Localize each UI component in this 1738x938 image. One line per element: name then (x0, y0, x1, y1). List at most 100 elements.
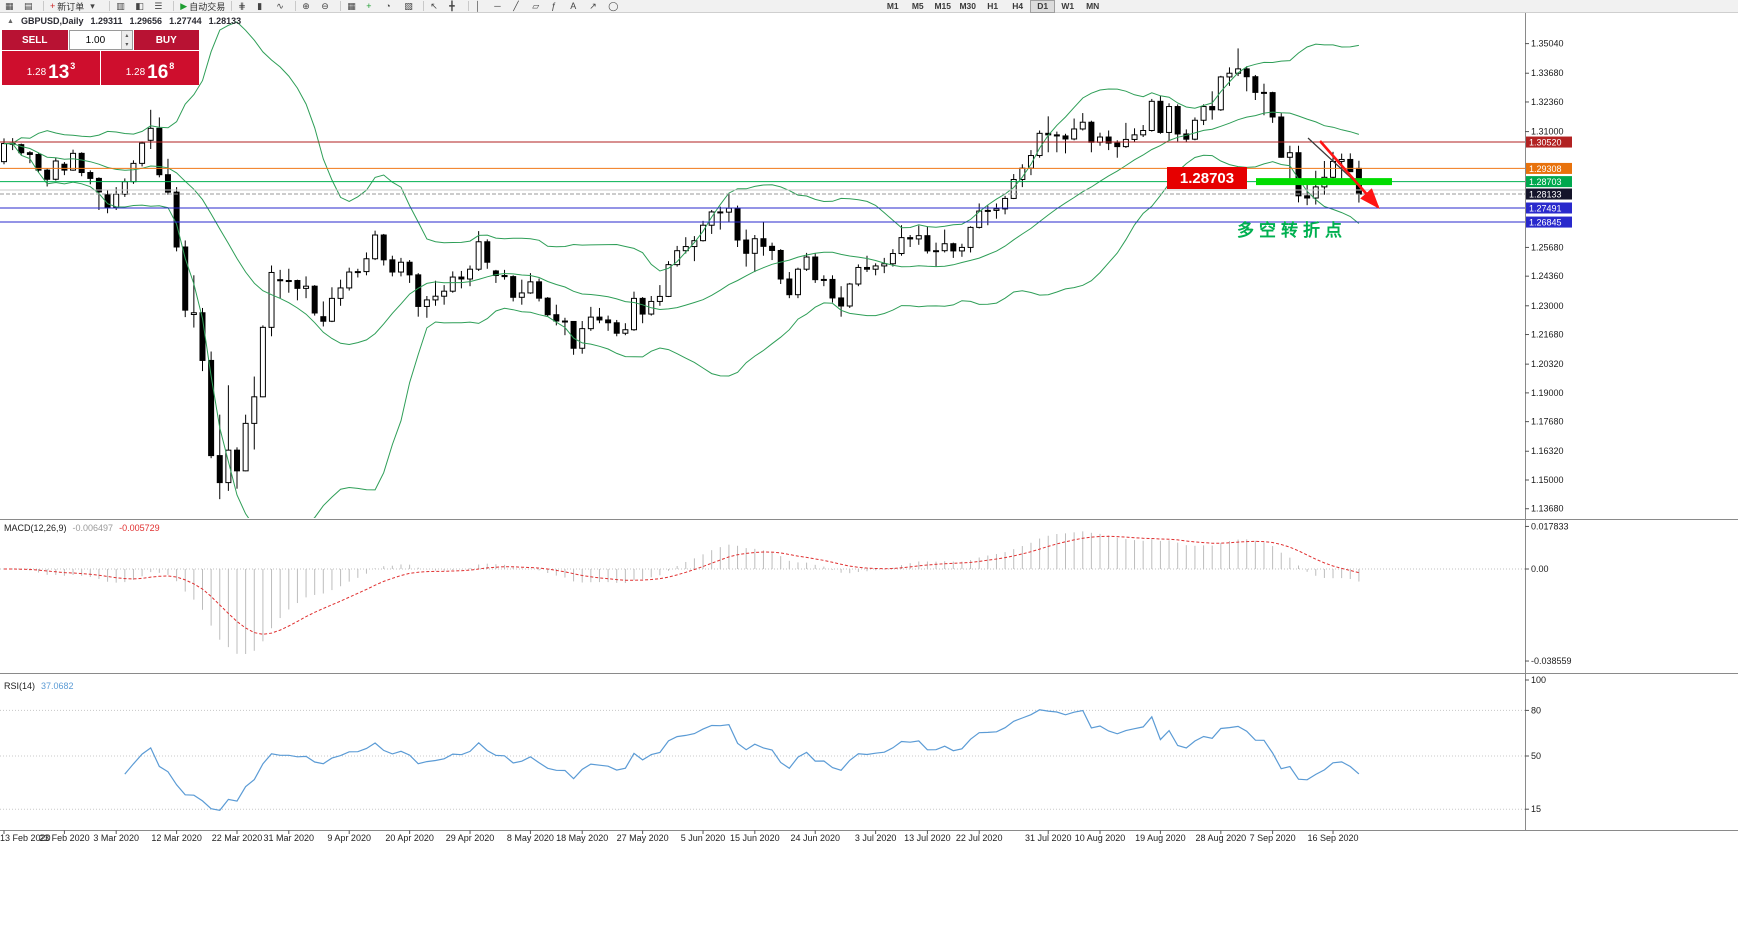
sell-tab-button[interactable]: SELL (2, 30, 68, 50)
price-tag-box[interactable] (1167, 167, 1247, 189)
price-scale-flag-text: 1.28703 (1529, 177, 1562, 187)
bollinger-upper-line[interactable] (3, 21, 1359, 272)
indicators-button[interactable]: + (363, 0, 382, 13)
buy-price-button[interactable]: 1.28 16 8 (101, 51, 199, 85)
collapse-panel-icon[interactable]: ▲ (7, 17, 14, 25)
toolbar-separator (109, 1, 111, 11)
date-tick-label: 20 Apr 2020 (385, 833, 434, 843)
ohlc-close: 1.28133 (208, 16, 242, 26)
rsi-scale-label: 100 (1531, 675, 1546, 685)
support-zone-bar[interactable] (1256, 178, 1392, 186)
price-tick-label: 1.32360 (1531, 97, 1564, 107)
horizontal-line-button[interactable]: ─ (491, 0, 510, 13)
volume-input[interactable] (69, 31, 122, 49)
fibonacci-button[interactable]: ƒ (548, 0, 567, 13)
sell-price-button[interactable]: 1.28 13 3 (2, 51, 100, 85)
date-tick-label: 22 Jul 2020 (956, 833, 1003, 843)
volume-up-button[interactable]: ▴ (122, 31, 132, 40)
tile-windows-button[interactable]: ▦ (344, 0, 363, 13)
buy-tab-button[interactable]: BUY (133, 30, 199, 50)
date-tick-label: 8 May 2020 (507, 833, 554, 843)
timeframe-m1[interactable]: M1 (886, 1, 899, 11)
navigator-button[interactable]: ☰ (151, 0, 170, 13)
channel-icon: ▱ (532, 1, 540, 11)
crosshair-button[interactable]: ╋ (446, 0, 465, 13)
shapes-button[interactable]: ◯ (605, 0, 624, 13)
bollinger-middle-line[interactable] (3, 111, 1360, 346)
date-tick-label: 16 Sep 2020 (1307, 833, 1358, 843)
new-chart-button[interactable]: ▦ (2, 0, 21, 13)
price-tick-label: 1.21680 (1531, 330, 1564, 340)
rsi-line (124, 709, 1360, 811)
trendline-button[interactable]: ╱ (510, 0, 529, 13)
date-tick-label: 9 Apr 2020 (327, 833, 371, 843)
vertical-line-button[interactable]: │ (472, 0, 491, 13)
timeframe-d1[interactable]: D1 (1030, 0, 1056, 13)
date-tick-label: 22 Mar 2020 (212, 833, 263, 843)
bollinger-lower-line[interactable] (3, 143, 1360, 530)
line-chart-button[interactable]: ∿ (273, 0, 292, 13)
profiles-button[interactable]: ▤ (21, 0, 40, 13)
line-chart-icon: ∿ (276, 1, 284, 11)
volume-stepper[interactable]: ▴ ▾ (68, 30, 133, 50)
rsi-label: RSI(14) 37.0682 (4, 681, 74, 691)
vertical-line-icon: │ (475, 1, 481, 11)
date-tick-label: 3 Mar 2020 (93, 833, 139, 843)
new-order-caret-button[interactable]: ▾ (87, 0, 106, 13)
timeframe-mn[interactable]: MN (1086, 1, 1100, 11)
cursor-icon: ↖ (430, 1, 438, 11)
turning-point-note[interactable]: 多空转折点 (1237, 220, 1347, 240)
price-scale-flag (1526, 136, 1572, 148)
volume-down-button[interactable]: ▾ (122, 40, 132, 49)
date-tick-label: 13 Jul 2020 (904, 833, 951, 843)
autotrading-button[interactable]: ▶ 自动交易 (177, 0, 228, 13)
text-icon: A (570, 1, 577, 11)
date-tick-label: 27 May 2020 (617, 833, 669, 843)
timeframe-w1[interactable]: W1 (1061, 1, 1075, 11)
autotrading-button-label: 自动交易 (189, 1, 226, 12)
price-tick-label: 1.16320 (1531, 446, 1564, 456)
new-chart-icon: ▦ (5, 1, 14, 11)
toolbar-separator (173, 1, 175, 11)
timeframe-m5[interactable]: M5 (911, 1, 924, 11)
candlestick-icon: ▮ (257, 1, 263, 11)
zoom-in-icon: ⊕ (302, 1, 310, 11)
bar-chart-button[interactable]: ⋕ (235, 0, 254, 13)
tile-windows-icon: ▦ (347, 1, 356, 11)
sell-price-sup: 3 (70, 61, 76, 71)
trend-arrow[interactable] (1319, 140, 1380, 209)
date-tick-label: 19 Aug 2020 (1135, 833, 1186, 843)
templates-button[interactable]: ▧ (401, 0, 420, 13)
candlestick-button[interactable]: ▮ (254, 0, 273, 13)
shapes-icon: ◯ (608, 1, 619, 11)
price-tick-label: 1.19000 (1531, 388, 1564, 398)
periods-button[interactable]: ◔ (382, 0, 401, 13)
zoom-in-button[interactable]: ⊕ (299, 0, 318, 13)
buy-price-big: 16 (147, 62, 169, 83)
channel-button[interactable]: ▱ (529, 0, 548, 13)
date-tick-label: 13 Feb 2020 (0, 833, 51, 843)
price-scale-flag (1526, 216, 1572, 228)
data-window-button[interactable]: ◧ (132, 0, 151, 13)
date-tick-label: 12 Mar 2020 (151, 833, 202, 843)
new-order-button[interactable]: + 新订单 (47, 0, 87, 13)
market-watch-button[interactable]: ▥ (113, 0, 132, 13)
price-scale-flag-text: 1.28133 (1529, 190, 1562, 200)
timeframe-h1[interactable]: H1 (987, 1, 999, 11)
bar-chart-icon: ⋕ (238, 1, 246, 11)
market-watch-icon: ▥ (116, 1, 125, 11)
price-tick-label: 1.35040 (1531, 39, 1564, 49)
zoom-out-button[interactable]: ⊖ (318, 0, 337, 13)
toolbar-separator (231, 1, 233, 11)
timeframe-m15[interactable]: M15 (934, 1, 951, 11)
timeframe-m30[interactable]: M30 (959, 1, 976, 11)
macd-scale-label: 0.017833 (1531, 521, 1569, 531)
cursor-button[interactable]: ↖ (427, 0, 446, 13)
text-button[interactable]: A (567, 0, 586, 13)
zoom-out-icon: ⊖ (321, 1, 329, 11)
arrow-tool-button[interactable]: ↗ (586, 0, 605, 13)
crosshair-icon: ╋ (449, 1, 455, 11)
new-order-caret-icon: ▾ (90, 1, 95, 11)
timeframe-h4[interactable]: H4 (1012, 1, 1024, 11)
